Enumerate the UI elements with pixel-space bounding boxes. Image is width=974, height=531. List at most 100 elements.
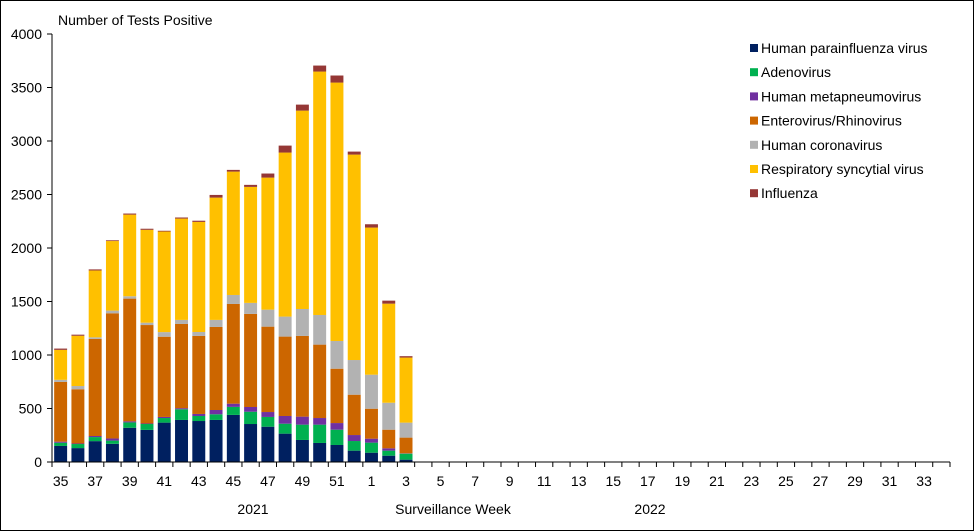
bar-segment xyxy=(192,221,206,332)
bar-segment xyxy=(54,379,68,382)
bar-segment xyxy=(226,414,240,462)
year-label-2021: 2021 xyxy=(237,501,268,517)
bar-segment xyxy=(399,357,413,423)
bar-segment xyxy=(71,335,85,387)
bar-segment xyxy=(295,110,309,309)
bar-segment xyxy=(71,386,85,390)
bar-segment xyxy=(295,335,309,417)
bar-segment xyxy=(295,439,309,462)
bar-segment xyxy=(175,319,188,324)
bar-segment xyxy=(330,368,344,424)
bar-segment xyxy=(157,230,171,232)
y-tick-label: 2000 xyxy=(11,240,42,256)
bar-segment xyxy=(209,326,223,410)
bar-segment xyxy=(365,452,378,462)
bar-segment xyxy=(123,296,137,299)
x-tick-label: 47 xyxy=(260,473,276,489)
legend-swatch xyxy=(750,165,758,173)
bar-segment xyxy=(347,360,361,395)
bar-segment xyxy=(347,151,361,155)
y-tick-label: 4000 xyxy=(11,26,42,42)
bar-segment xyxy=(330,444,344,462)
x-tick-label: 19 xyxy=(675,473,691,489)
y-tick-label: 500 xyxy=(19,401,43,417)
bar-segment xyxy=(226,171,240,295)
bar-segment xyxy=(209,194,223,198)
bar-segment xyxy=(261,426,275,462)
bar-segment xyxy=(54,348,68,350)
bar-segment xyxy=(192,421,206,462)
bar-segment xyxy=(313,424,327,443)
bar-segment xyxy=(123,421,137,423)
bar-segment xyxy=(313,314,327,345)
y-tick-label: 3000 xyxy=(11,133,42,149)
bar-segment xyxy=(244,424,258,462)
bar-segment xyxy=(157,231,171,333)
bar-segment xyxy=(278,316,292,337)
bar-segment xyxy=(347,441,361,451)
bar-segment xyxy=(88,441,102,462)
bar-segment xyxy=(105,313,119,439)
bar-segment xyxy=(278,152,292,317)
bar-segment xyxy=(175,218,188,320)
x-tick-label: 21 xyxy=(709,473,725,489)
legend-swatch xyxy=(750,140,758,149)
bar-segment xyxy=(313,442,327,462)
bar-segment xyxy=(105,240,119,242)
x-tick-label: 33 xyxy=(916,473,932,489)
bar-segment xyxy=(399,422,413,438)
bar-segment xyxy=(226,294,240,304)
y-tick-label: 1500 xyxy=(11,294,42,310)
x-tick-label: 35 xyxy=(53,473,69,489)
legend-swatch xyxy=(750,92,758,101)
bar-segment xyxy=(278,145,292,153)
bar-segment xyxy=(71,444,85,449)
x-tick-label: 27 xyxy=(813,473,829,489)
bar-segment xyxy=(209,319,223,327)
bar-segment xyxy=(71,334,85,336)
bar-segment xyxy=(175,408,188,410)
bar-segment xyxy=(365,224,378,228)
bar-segment xyxy=(244,184,258,187)
y-tick-label: 3500 xyxy=(11,80,42,96)
legend-label: Enterovirus/Rhinovirus xyxy=(761,113,902,129)
bar-segment xyxy=(261,416,275,427)
x-tick-label: 25 xyxy=(778,473,794,489)
bar-segment xyxy=(278,423,292,434)
bar-segment xyxy=(88,338,102,436)
legend-label: Respiratory syncytial virus xyxy=(761,161,924,177)
x-tick-label: 5 xyxy=(437,473,445,489)
bar-segment xyxy=(140,429,154,462)
bar-segment xyxy=(209,419,223,462)
bar-segment xyxy=(382,429,396,449)
bar-segment xyxy=(105,443,119,462)
bar-segment xyxy=(140,423,154,425)
bar-segment xyxy=(330,75,344,83)
bar-segment xyxy=(192,331,206,336)
bar-segment xyxy=(382,300,396,304)
bar-segment xyxy=(295,416,309,425)
bar-segment xyxy=(295,424,309,440)
y-tick-label: 1000 xyxy=(11,347,42,363)
bar-segment xyxy=(192,415,206,422)
bar-segment xyxy=(105,438,119,441)
bar-segment xyxy=(278,336,292,416)
bar-segment xyxy=(347,394,361,436)
bar-segment xyxy=(313,344,327,419)
legend-label: Human parainfluenza virus xyxy=(761,40,928,56)
bar-segment xyxy=(261,412,275,417)
y-tick-label: 2500 xyxy=(11,187,42,203)
bar-segment xyxy=(330,340,344,369)
bar-segment xyxy=(88,435,102,438)
bar-segment xyxy=(347,154,361,361)
bar-segment xyxy=(175,419,188,462)
x-tick-label: 13 xyxy=(571,473,587,489)
x-tick-label: 39 xyxy=(122,473,138,489)
bar-segment xyxy=(71,448,85,462)
bar-segment xyxy=(330,82,344,341)
x-tick-label: 41 xyxy=(156,473,172,489)
bar-segment xyxy=(261,309,275,327)
bar-segment xyxy=(123,422,137,428)
legend-swatch xyxy=(750,68,758,77)
bar-segment xyxy=(157,422,171,462)
